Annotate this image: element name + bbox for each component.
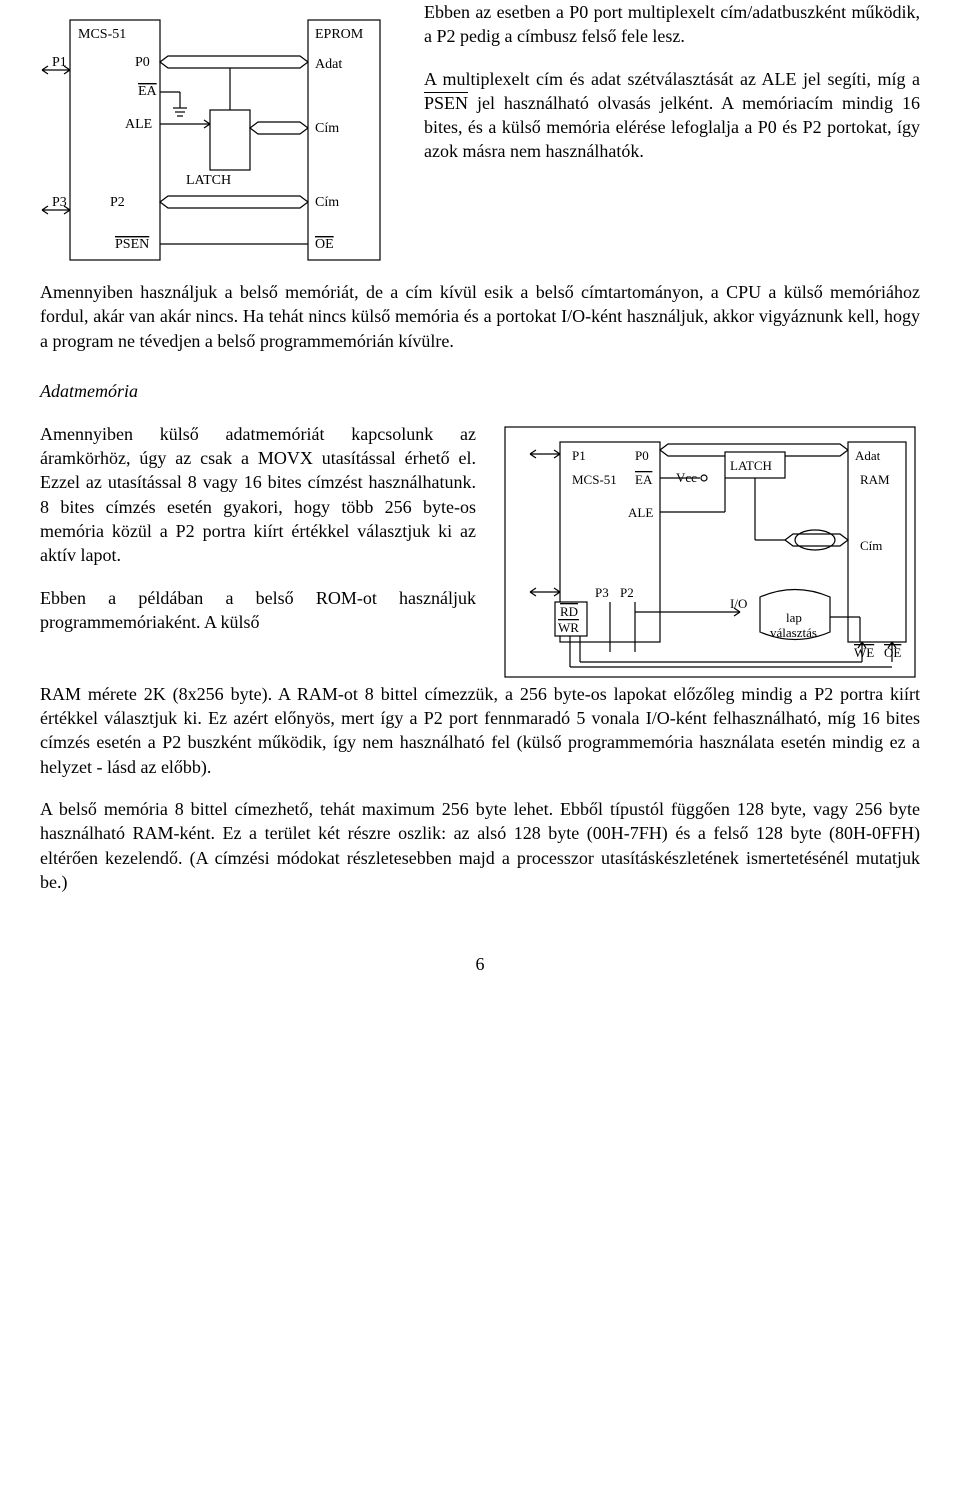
label-valasztas-d2: választás (770, 625, 817, 640)
label-adat: Adat (315, 57, 342, 72)
top-section: MCS-51 P1 P0 EA ALE LATCH (40, 0, 920, 280)
label-p1: P1 (52, 55, 67, 70)
label-p3-d2: P3 (595, 585, 609, 600)
paragraph-5-continued: RAM mérete 2K (8x256 byte). A RAM-ot 8 b… (40, 682, 920, 779)
label-mcs51-d2: MCS-51 (572, 472, 617, 487)
label-ale-d2: ALE (628, 505, 653, 520)
top-paragraphs: Ebben az esetben a P0 port multiplexelt … (424, 0, 920, 182)
label-io-d2: I/O (730, 596, 747, 611)
label-rd-d2: RD (560, 604, 578, 619)
paragraph-4: Amennyiben külső adatmemóriát kapcsolunk… (40, 422, 476, 568)
paragraph-6: A belső memória 8 bittel címezhető, tehá… (40, 797, 920, 894)
para2-part-b: jel használható olvasás jelként. A memór… (424, 93, 920, 162)
label-ram-d2: RAM (860, 472, 890, 487)
block-diagram-eprom: MCS-51 P1 P0 EA ALE LATCH (40, 0, 400, 280)
label-we-d2: WE (854, 645, 874, 660)
label-psen: PSEN (115, 237, 149, 252)
document-page: MCS-51 P1 P0 EA ALE LATCH (0, 0, 960, 1015)
label-latch: LATCH (186, 173, 231, 188)
label-p3: P3 (52, 195, 67, 210)
mid-section: Amennyiben külső adatmemóriát kapcsolunk… (40, 422, 920, 682)
label-oe: OE (315, 237, 334, 252)
subheading-adatmemoria: Adatmemória (40, 381, 920, 402)
label-p0-d2: P0 (635, 448, 649, 463)
label-lap-d2: lap (786, 610, 802, 625)
label-mcs51: MCS-51 (78, 27, 126, 42)
paragraph-1: Ebben az esetben a P0 port multiplexelt … (424, 0, 920, 49)
label-ale: ALE (125, 117, 152, 132)
label-cim-upper: Cím (315, 121, 339, 136)
label-oe-d2: OE (884, 645, 901, 660)
block-diagram-ram: P1 P0 MCS-51 EA ALE P3 P2 RD WR Vcc (500, 422, 920, 682)
paragraph-2: A multiplexelt cím és adat szétválasztás… (424, 67, 920, 164)
label-ea: EA (138, 84, 158, 99)
label-eprom: EPROM (315, 27, 364, 42)
paragraph-5-left: Ebben a példában a belső ROM-ot használj… (40, 586, 476, 635)
label-wr-d2: WR (558, 620, 579, 635)
label-ea-d2: EA (635, 472, 653, 487)
label-latch-d2: LATCH (730, 458, 772, 473)
label-cim-d2: Cím (860, 538, 882, 553)
para2-psen: PSEN (424, 93, 468, 113)
paragraph-3: Amennyiben használjuk a belső memóriát, … (40, 280, 920, 353)
label-cim-lower: Cím (315, 195, 339, 210)
label-p2-d2: P2 (620, 585, 634, 600)
page-number: 6 (40, 954, 920, 975)
para2-part-a: A multiplexelt cím és adat szétválasztás… (424, 69, 920, 89)
label-p2: P2 (110, 195, 125, 210)
label-p0: P0 (135, 55, 150, 70)
label-p1-d2: P1 (572, 448, 586, 463)
label-adat-d2: Adat (855, 448, 881, 463)
